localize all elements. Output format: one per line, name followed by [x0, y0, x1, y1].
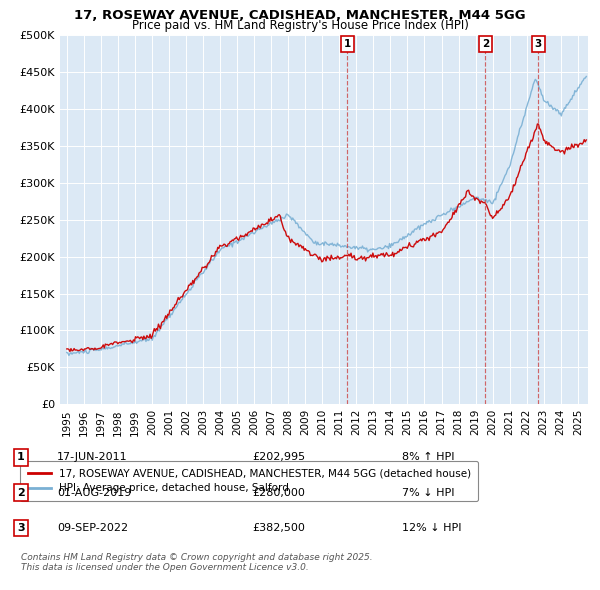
Text: £382,500: £382,500: [252, 523, 305, 533]
Text: 01-AUG-2019: 01-AUG-2019: [57, 488, 131, 497]
Text: 17-JUN-2011: 17-JUN-2011: [57, 453, 128, 462]
Text: 12% ↓ HPI: 12% ↓ HPI: [402, 523, 461, 533]
Text: 2: 2: [482, 40, 489, 49]
Text: This data is licensed under the Open Government Licence v3.0.: This data is licensed under the Open Gov…: [21, 563, 309, 572]
Text: £280,000: £280,000: [252, 488, 305, 497]
Text: 1: 1: [17, 453, 25, 462]
Text: 1: 1: [344, 40, 351, 49]
Text: £202,995: £202,995: [252, 453, 305, 462]
Text: 2: 2: [17, 488, 25, 497]
Text: 3: 3: [17, 523, 25, 533]
Text: 17, ROSEWAY AVENUE, CADISHEAD, MANCHESTER, M44 5GG: 17, ROSEWAY AVENUE, CADISHEAD, MANCHESTE…: [74, 9, 526, 22]
Text: 8% ↑ HPI: 8% ↑ HPI: [402, 453, 455, 462]
Text: Price paid vs. HM Land Registry's House Price Index (HPI): Price paid vs. HM Land Registry's House …: [131, 19, 469, 32]
Text: Contains HM Land Registry data © Crown copyright and database right 2025.: Contains HM Land Registry data © Crown c…: [21, 553, 373, 562]
Legend: 17, ROSEWAY AVENUE, CADISHEAD, MANCHESTER, M44 5GG (detached house), HPI: Averag: 17, ROSEWAY AVENUE, CADISHEAD, MANCHESTE…: [20, 461, 478, 501]
Text: 09-SEP-2022: 09-SEP-2022: [57, 523, 128, 533]
Text: 3: 3: [535, 40, 542, 49]
Text: 7% ↓ HPI: 7% ↓ HPI: [402, 488, 455, 497]
